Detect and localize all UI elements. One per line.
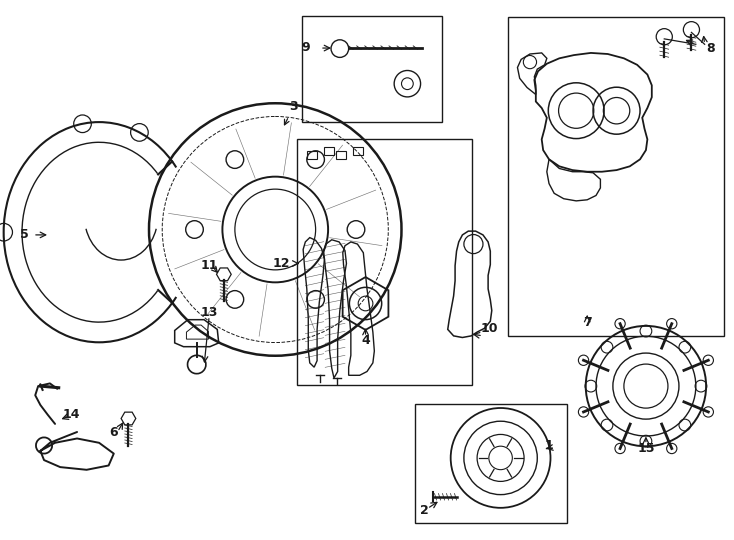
Text: 8: 8 (706, 42, 715, 55)
Bar (353, 147, 363, 155)
Bar (324, 147, 334, 155)
Text: 3: 3 (285, 100, 298, 125)
Text: 10: 10 (481, 322, 498, 335)
Text: 11: 11 (200, 259, 218, 272)
Text: 13: 13 (200, 306, 218, 319)
Text: 6: 6 (109, 426, 118, 438)
Bar (415, 404, 567, 523)
Bar (508, 17, 724, 336)
Bar (302, 16, 442, 122)
Text: 5: 5 (20, 228, 29, 241)
Text: 12: 12 (272, 257, 290, 270)
Text: 14: 14 (62, 408, 80, 421)
Bar (297, 139, 472, 385)
Text: 9: 9 (302, 41, 310, 54)
Text: 7: 7 (583, 316, 592, 329)
Text: 4: 4 (361, 334, 370, 347)
Text: 15: 15 (637, 442, 655, 455)
Bar (336, 151, 346, 159)
Text: 2: 2 (420, 504, 429, 517)
Text: 1: 1 (545, 439, 553, 452)
Bar (307, 151, 317, 159)
